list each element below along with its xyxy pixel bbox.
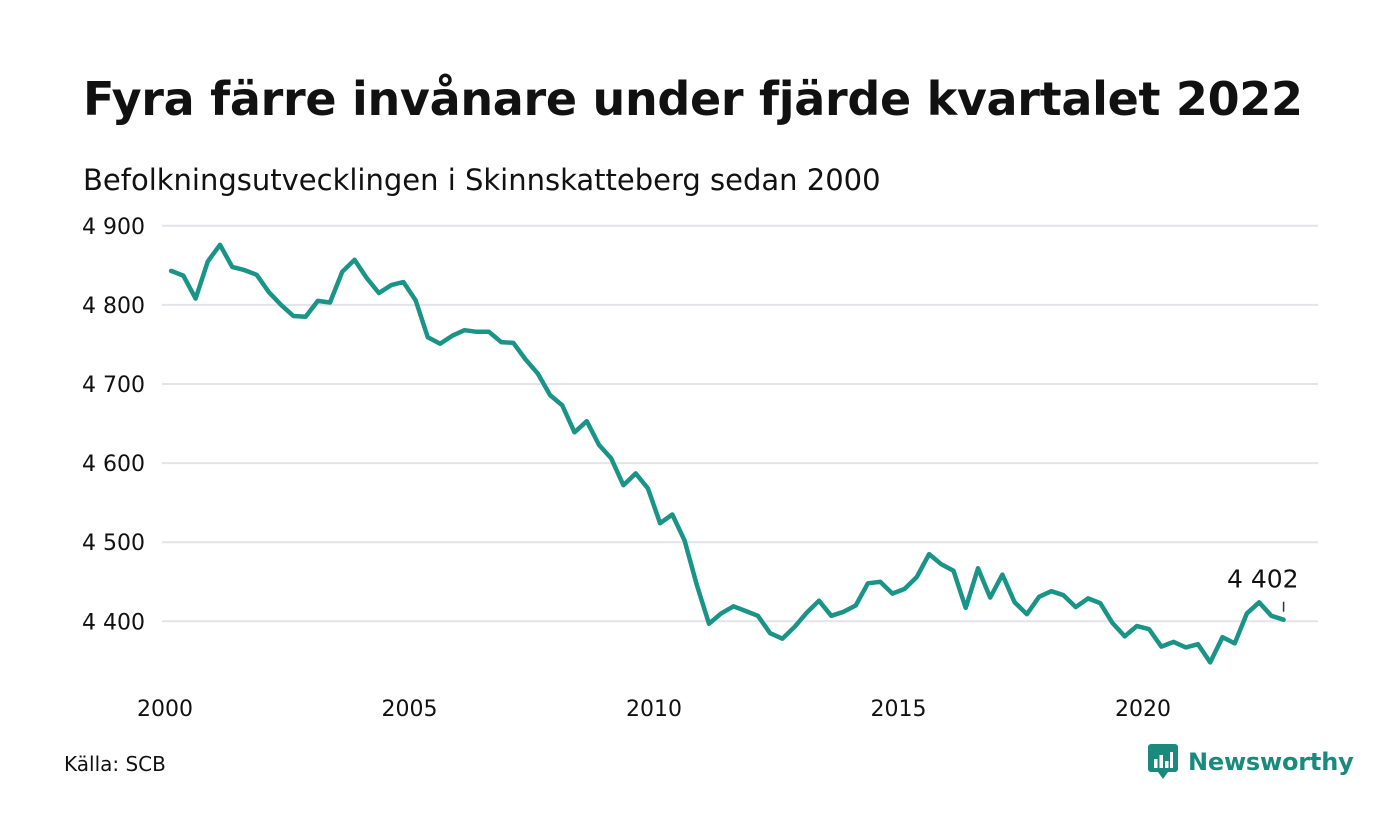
x-tick-label: 2005 [382, 697, 438, 722]
population-line [168, 242, 1286, 665]
brand-name: Newsworthy [1188, 748, 1354, 776]
series-layer [168, 242, 1286, 665]
y-tick-label: 4 500 [82, 531, 145, 556]
chart-title: Fyra färre invånare under fjärde kvartal… [83, 72, 1303, 126]
y-tick-label: 4 600 [82, 452, 145, 477]
source-note: Källa: SCB [64, 752, 166, 776]
x-tick-label: 2015 [871, 697, 927, 722]
last-value-label: 4 402 [1227, 565, 1299, 594]
newsworthy-logo-icon [1148, 744, 1178, 779]
brand-logo: Newsworthy [1148, 744, 1354, 780]
annotations: 4 402 [1227, 565, 1299, 612]
y-tick-label: 4 400 [82, 610, 145, 635]
x-tick-label: 2020 [1115, 697, 1171, 722]
y-axis-ticks: 4 400 4 500 4 600 4 700 4 800 4 900 [82, 215, 145, 635]
y-tick-label: 4 900 [82, 215, 145, 240]
x-tick-label: 2000 [137, 697, 193, 722]
grid-lines [162, 224, 1318, 623]
chart-subtitle: Befolkningsutvecklingen i Skinnskatteber… [83, 163, 881, 197]
y-tick-label: 4 800 [82, 294, 145, 319]
y-tick-label: 4 700 [82, 373, 145, 398]
x-tick-label: 2010 [626, 697, 682, 722]
x-axis-ticks: 2000 2005 2010 2015 2020 [137, 697, 1171, 722]
